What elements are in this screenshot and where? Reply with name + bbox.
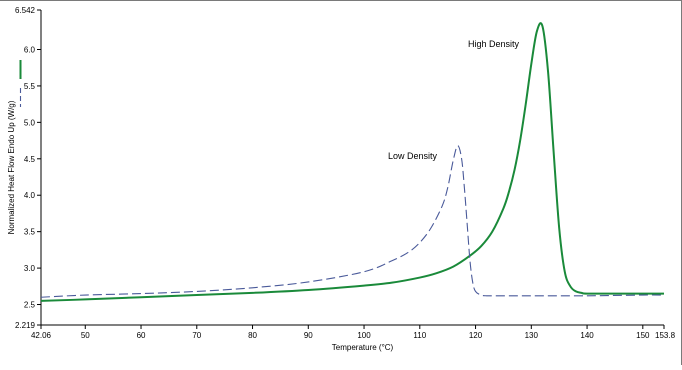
x-tick-label: 153.8 (655, 331, 676, 340)
annotation-low-density: Low Density (388, 151, 438, 161)
y-tick-label: 5.5 (24, 82, 36, 91)
series-line-solid (40, 22, 664, 302)
y-axis-label: Normalized Heat Flow Endo Up (W/g) (7, 100, 16, 234)
y-tick-label: 5.0 (24, 118, 36, 127)
y-tick-label: 4.5 (24, 155, 36, 164)
x-tick-label: 90 (304, 331, 313, 340)
y-tick-label: 3.5 (24, 228, 36, 237)
series-line-dashed (40, 145, 665, 298)
x-tick-label: 100 (357, 331, 371, 340)
x-axis-label: Temperature (°C) (332, 343, 394, 352)
y-tick-label: 3.0 (24, 264, 36, 273)
x-tick-label: 60 (137, 331, 146, 340)
y-tick-label: 2.5 (24, 301, 36, 310)
labels-layer: High Density Low Density Temperature (°C… (7, 39, 520, 352)
x-tick-label: 42.06 (31, 331, 52, 340)
x-tick-label: 50 (81, 331, 90, 340)
x-tick-label: 130 (525, 331, 539, 340)
x-tick-label: 140 (580, 331, 594, 340)
x-tick-label: 110 (413, 331, 426, 340)
y-tick-label: 4.0 (24, 191, 36, 200)
x-tick-label: 70 (192, 331, 201, 340)
y-tick-label: 2.219 (15, 321, 36, 330)
annotation-high-density: High Density (468, 39, 520, 49)
x-tick-label: 80 (248, 331, 257, 340)
x-tick-label: 150 (636, 331, 650, 340)
series-layer (40, 22, 665, 302)
x-tick-label: 120 (469, 331, 483, 340)
y-tick-label: 6.542 (15, 6, 36, 15)
y-tick-label: 6.0 (24, 45, 36, 54)
